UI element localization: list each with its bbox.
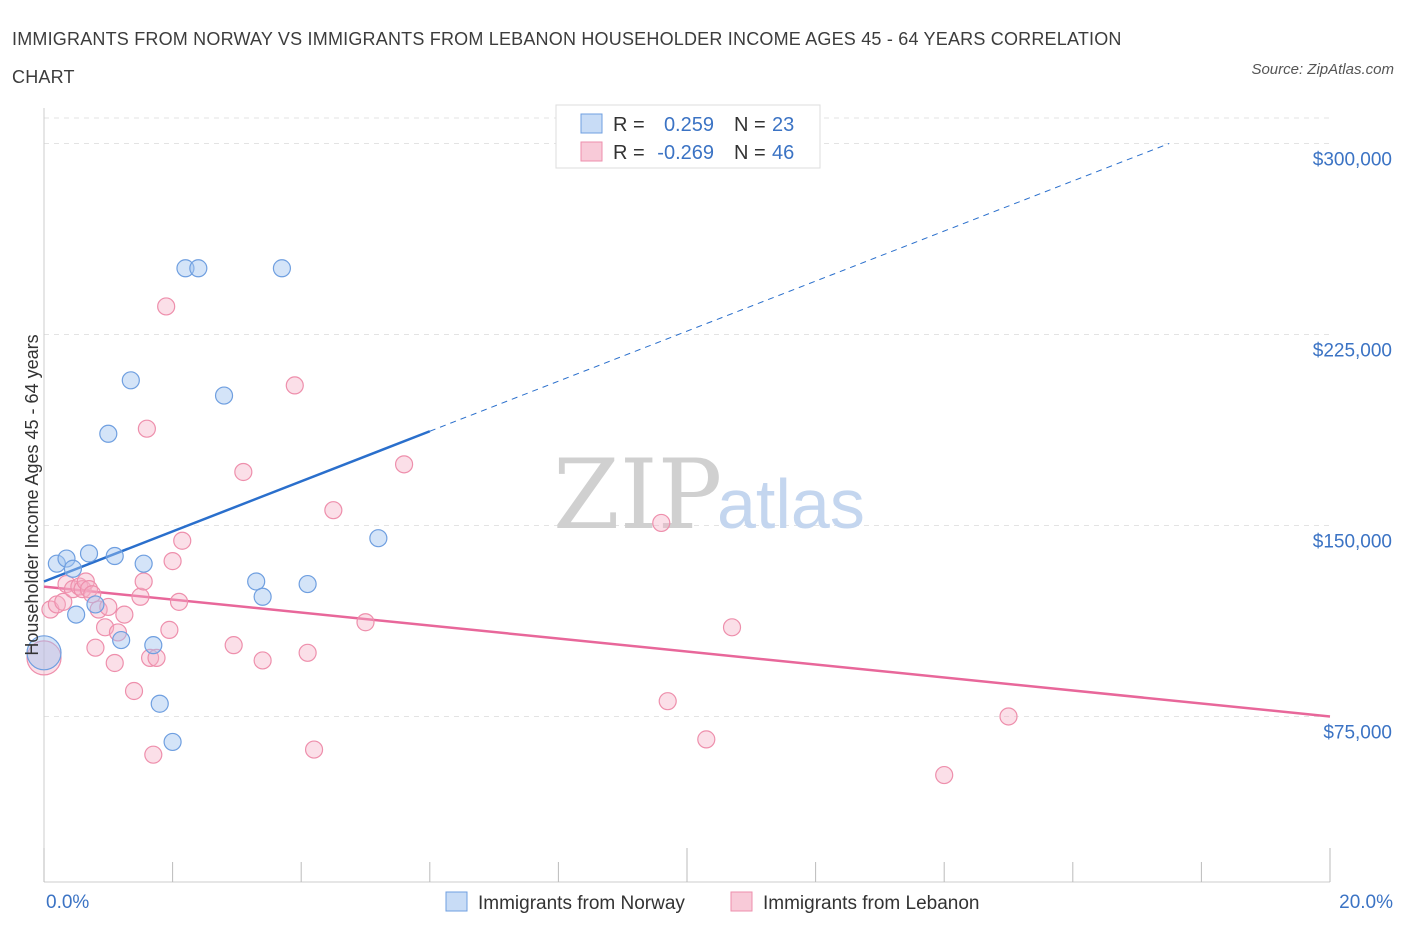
x-tick-label-0: 0.0% — [46, 892, 89, 913]
point-norway-12 — [144, 636, 163, 655]
point-lebanon-10 — [83, 585, 102, 604]
axes — [43, 108, 1331, 883]
watermark-zip: ZIP — [553, 439, 722, 551]
y-axis-label: Householder Income Ages 45 - 64 years — [22, 334, 42, 655]
point-lebanon-19 — [131, 587, 150, 606]
legend-n-label-norway: N = — [734, 114, 766, 136]
data-points — [26, 259, 1018, 785]
point-lebanon-38 — [394, 455, 414, 474]
point-norway-0 — [26, 635, 62, 671]
grid-lines — [44, 117, 1330, 717]
chart-title: IMMIGRANTS FROM NORWAY VS IMMIGRANTS FRO… — [12, 29, 1122, 87]
point-lebanon-34 — [298, 643, 317, 662]
point-norway-3 — [63, 559, 83, 578]
legend-r-label-norway: R = — [613, 114, 645, 136]
point-lebanon-29 — [173, 531, 192, 550]
point-lebanon-21 — [137, 419, 156, 438]
point-lebanon-27 — [163, 552, 182, 571]
point-norway-10 — [121, 371, 140, 390]
y-tick-label-2: $225,000 — [1313, 340, 1392, 361]
point-lebanon-26 — [160, 620, 179, 639]
source-label: Source: ZipAtlas.com — [1251, 61, 1394, 78]
bottom-legend-label-norway: Immigrants from Norway — [478, 893, 685, 914]
point-lebanon-18 — [124, 681, 144, 701]
point-norway-1 — [47, 554, 66, 573]
y-tick-label-1: $150,000 — [1313, 531, 1392, 552]
point-lebanon-25 — [157, 297, 176, 316]
point-norway-5 — [79, 544, 99, 563]
point-lebanon-43 — [935, 765, 954, 785]
trend-line-lebanon — [43, 585, 1331, 718]
point-lebanon-28 — [169, 592, 189, 611]
point-lebanon-44 — [999, 707, 1018, 726]
point-lebanon-42 — [722, 618, 742, 637]
trend-line-norway-extension — [429, 143, 1170, 432]
point-lebanon-36 — [324, 501, 343, 520]
legend-n-value-norway: 23 — [772, 114, 794, 136]
point-norway-19 — [253, 587, 272, 606]
point-lebanon-35 — [304, 740, 324, 759]
y-tick-label-3: $300,000 — [1313, 149, 1392, 170]
correlation-legend: R = 0.259 N = 23 R = -0.269 N = 46 — [555, 104, 821, 169]
point-norway-22 — [369, 529, 388, 548]
series-legend: Immigrants from Norway Immigrants from L… — [445, 891, 980, 914]
point-norway-13 — [150, 694, 169, 713]
point-norway-18 — [247, 572, 266, 591]
legend-swatch-lebanon — [580, 141, 603, 162]
point-lebanon-3 — [54, 592, 73, 611]
point-norway-15 — [176, 259, 195, 278]
point-norway-9 — [112, 630, 131, 650]
point-norway-20 — [272, 259, 292, 278]
legend-n-label-lebanon: N = — [734, 142, 766, 164]
point-lebanon-23 — [144, 745, 163, 764]
point-norway-4 — [67, 605, 86, 624]
trend-lines — [43, 143, 1331, 718]
point-norway-17 — [214, 386, 234, 405]
point-lebanon-41 — [697, 730, 716, 749]
legend-r-value-norway: 0.259 — [664, 114, 714, 136]
point-lebanon-17 — [115, 605, 134, 624]
point-lebanon-11 — [86, 638, 105, 657]
point-lebanon-0 — [26, 640, 62, 676]
watermark: ZIP atlas — [553, 439, 865, 551]
y-tick-labels: $75,000 $150,000 $225,000 $300,000 — [1313, 149, 1392, 743]
point-lebanon-32 — [253, 651, 272, 670]
point-norway-21 — [298, 574, 317, 594]
bottom-legend-label-lebanon: Immigrants from Lebanon — [763, 893, 980, 914]
point-lebanon-31 — [234, 462, 253, 482]
watermark-atlas: atlas — [717, 465, 865, 543]
point-norway-2 — [57, 549, 76, 568]
point-lebanon-33 — [285, 376, 304, 395]
point-lebanon-30 — [224, 636, 243, 655]
x-tick-label-1: 20.0% — [1339, 892, 1393, 913]
bottom-legend-swatch-lebanon — [730, 891, 753, 912]
point-norway-14 — [163, 732, 182, 752]
point-norway-8 — [105, 546, 124, 566]
point-norway-16 — [189, 259, 208, 278]
point-lebanon-9 — [79, 580, 99, 599]
point-norway-11 — [134, 554, 153, 573]
trend-line-norway — [43, 430, 431, 583]
point-norway-6 — [86, 595, 105, 614]
x-tick-labels: 0.0% 20.0% — [46, 892, 1393, 913]
bottom-legend-swatch-norway — [445, 891, 468, 912]
point-lebanon-39 — [652, 513, 671, 533]
point-lebanon-37 — [356, 613, 375, 632]
legend-r-value-lebanon: -0.269 — [657, 142, 714, 164]
point-lebanon-20 — [134, 572, 153, 591]
point-lebanon-40 — [658, 692, 677, 711]
point-lebanon-15 — [105, 653, 124, 673]
legend-r-label-lebanon: R = — [613, 142, 645, 164]
legend-n-value-lebanon: 46 — [772, 142, 794, 164]
point-norway-7 — [99, 424, 118, 443]
legend-swatch-norway — [580, 113, 603, 134]
y-tick-label-0: $75,000 — [1323, 722, 1392, 743]
